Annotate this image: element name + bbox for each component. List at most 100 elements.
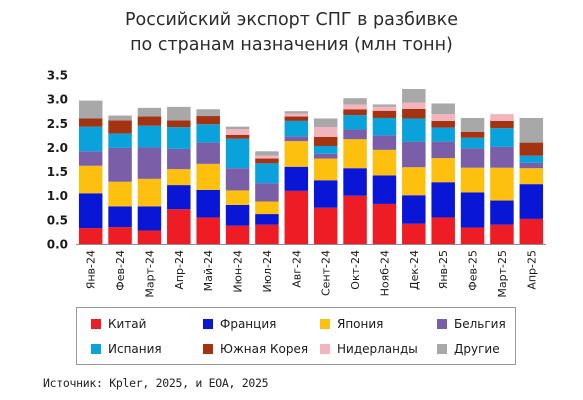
legend-label: Испания [108, 342, 162, 356]
bars-group [78, 89, 544, 244]
bar-segment-5-9 [313, 145, 338, 154]
y-tick-label: 0.0 [47, 238, 68, 252]
bar-segment-6-15 [490, 120, 514, 129]
bar-segment-5-4 [167, 127, 191, 149]
bar-segment-5-11 [372, 117, 397, 136]
bar-segment-5-12 [402, 118, 426, 142]
bar-segment-1-16 [519, 218, 544, 244]
bar-segment-3-10 [343, 139, 367, 169]
x-tick-label: Нояб-24 [378, 250, 391, 296]
legend-item: Нидерланды [320, 342, 418, 356]
bar-segment-2-3 [137, 206, 162, 231]
bar-segment-8-4 [167, 106, 191, 121]
bar-segment-4-6 [225, 168, 250, 191]
x-tick-label: Фев-25 [467, 250, 480, 291]
legend-swatch [203, 344, 213, 354]
bar-segment-2-2 [108, 206, 132, 228]
bar-segment-1-7 [255, 224, 279, 244]
bar-segment-3-4 [167, 169, 191, 186]
y-tick-label: 2.5 [47, 117, 68, 131]
bar-segment-7-15 [490, 114, 514, 121]
bar-segment-1-1 [78, 228, 103, 244]
y-tick-label: 3.5 [47, 69, 68, 83]
bar-segment-6-9 [313, 136, 338, 146]
bar-segment-5-7 [255, 163, 279, 184]
bar-segment-4-7 [255, 183, 279, 202]
bar-segment-6-12 [402, 108, 426, 119]
bar-segment-3-13 [431, 158, 455, 183]
bar-segment-1-8 [284, 190, 309, 244]
x-tick-label: Окт-24 [349, 250, 362, 290]
x-tick-label: Май-24 [202, 250, 215, 291]
bar-segment-5-2 [108, 133, 132, 148]
bar-segment-5-13 [431, 127, 455, 142]
bar-segment-3-11 [372, 149, 397, 176]
bar-segment-2-12 [402, 195, 426, 224]
bar-segment-3-9 [313, 158, 338, 181]
x-tick-label: Дек-24 [408, 250, 421, 290]
x-tick-label: Авг-24 [290, 250, 303, 288]
bar-segment-1-5 [196, 217, 220, 244]
bar-segment-6-10 [343, 109, 367, 116]
legend-item: Франция [203, 317, 276, 331]
bar-segment-5-14 [460, 137, 485, 149]
x-tick-label: Июн-24 [232, 250, 245, 293]
y-axis: 0.0 0.5 1.0 1.5 2.0 2.5 3.0 3.5 [47, 69, 68, 252]
legend-item: Япония [320, 317, 383, 331]
bar-segment-1-10 [343, 195, 367, 244]
x-tick-label: Янв-24 [85, 250, 98, 289]
bar-segment-5-3 [137, 125, 162, 148]
x-tick-label: Сент-24 [320, 250, 333, 296]
legend-label: Нидерланды [337, 342, 418, 356]
bar-segment-8-10 [343, 98, 367, 105]
bar-segment-2-16 [519, 184, 544, 219]
bar-segment-5-15 [490, 128, 514, 147]
bar-segment-2-9 [313, 180, 338, 208]
bar-segment-6-2 [108, 120, 132, 134]
bar-segment-6-4 [167, 120, 191, 128]
x-tick-label: Янв-25 [437, 250, 450, 289]
legend-label: Другие [454, 342, 500, 356]
bar-segment-6-6 [225, 134, 250, 139]
bar-segment-1-3 [137, 230, 162, 244]
bar-segment-2-13 [431, 182, 455, 218]
bar-segment-5-6 [225, 138, 250, 169]
x-tick-label: Март-24 [143, 250, 156, 298]
bar-segment-2-4 [167, 185, 191, 210]
bar-segment-8-11 [372, 104, 397, 107]
bar-segment-2-6 [225, 204, 250, 226]
bar-segment-2-15 [490, 200, 514, 225]
y-tick-label: 0.5 [47, 213, 68, 227]
y-tick-label: 1.5 [47, 165, 68, 179]
bar-segment-3-15 [490, 167, 514, 201]
bar-segment-2-5 [196, 189, 220, 218]
bar-segment-4-4 [167, 148, 191, 170]
bar-segment-7-11 [372, 106, 397, 111]
bar-segment-5-16 [519, 155, 544, 163]
bar-segment-7-13 [431, 114, 455, 121]
bar-segment-4-9 [313, 153, 338, 159]
bar-segment-8-13 [431, 103, 455, 115]
bar-segment-8-3 [137, 107, 162, 117]
bar-segment-4-11 [372, 135, 397, 150]
bar-segment-4-8 [284, 136, 309, 142]
bar-segment-3-14 [460, 167, 485, 193]
bar-segment-8-14 [460, 117, 485, 132]
legend-swatch [320, 319, 330, 329]
x-tick-label: Март-25 [496, 250, 509, 298]
bar-segment-7-6 [225, 129, 250, 135]
legend-label: Бельгия [454, 317, 506, 331]
bar-segment-8-12 [402, 89, 426, 103]
bar-segment-6-11 [372, 110, 397, 118]
bar-segment-6-5 [196, 116, 220, 125]
bar-segment-2-1 [78, 193, 103, 229]
x-tick-label: Апр-25 [525, 250, 538, 290]
y-tick-label: 2.0 [47, 141, 68, 155]
bar-segment-6-13 [431, 120, 455, 128]
bar-segment-5-1 [78, 126, 103, 152]
legend-swatch [437, 319, 447, 329]
bar-segment-2-10 [343, 168, 367, 196]
y-tick-label: 1.0 [47, 189, 68, 203]
chart-title-line-1: Российский экспорт СПГ в разбивке [124, 10, 458, 30]
